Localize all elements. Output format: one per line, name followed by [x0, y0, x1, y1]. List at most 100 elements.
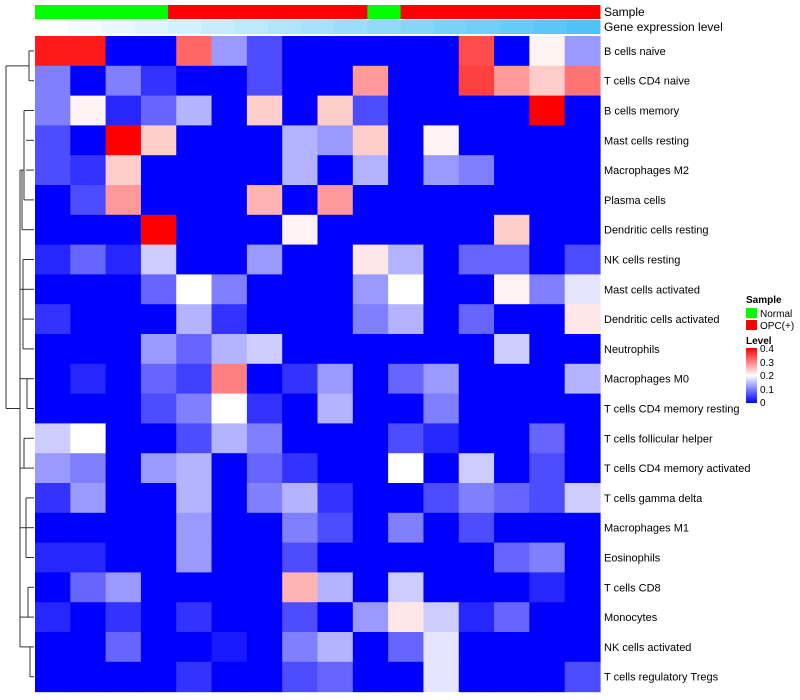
heatmap-cell	[105, 453, 142, 484]
heatmap-cell	[564, 542, 601, 573]
heatmap-cell	[246, 661, 283, 693]
heatmap-cell	[388, 393, 425, 424]
heatmap-cell	[529, 304, 566, 335]
heatmap-cell	[352, 274, 389, 305]
level-annotation-cell	[533, 20, 568, 34]
heatmap-cell	[35, 185, 71, 216]
heatmap-cell	[282, 572, 319, 603]
heatmap-cell	[105, 95, 142, 126]
heatmap-cell	[282, 542, 319, 573]
row-label: T cells CD4 memory resting	[604, 404, 740, 416]
heatmap-cell	[458, 632, 495, 663]
heatmap-cell	[458, 334, 495, 365]
heatmap-cell	[282, 65, 319, 97]
heatmap-cell	[246, 453, 283, 484]
heatmap-cell	[423, 423, 460, 454]
heatmap-cell	[494, 334, 530, 365]
heatmap-cell	[352, 214, 389, 246]
heatmap-cell	[35, 244, 71, 275]
heatmap-cell	[282, 483, 319, 514]
heatmap-cell	[246, 214, 283, 246]
heatmap-cell	[105, 632, 142, 663]
heatmap-cell	[423, 244, 460, 275]
level-annotation-bar	[35, 20, 601, 34]
legend-label-normal: Normal	[760, 309, 792, 320]
legend-sample-title: Sample	[746, 295, 782, 306]
heatmap-cell	[564, 244, 601, 275]
heatmap-cell	[140, 125, 177, 156]
heatmap-cell	[564, 423, 601, 454]
heatmap-cell	[105, 661, 142, 693]
sample-annotation-cell	[367, 5, 402, 19]
heatmap-cell	[352, 155, 389, 186]
heatmap-cell	[494, 155, 530, 186]
heatmap-cell	[458, 453, 495, 484]
heatmap-cell	[176, 453, 213, 484]
heatmap-cell	[105, 274, 142, 305]
legend-swatch-normal	[746, 308, 757, 318]
heatmap-cell	[494, 185, 530, 216]
heatmap-cell	[388, 661, 425, 693]
heatmap-cell	[35, 661, 71, 693]
heatmap-cell	[35, 572, 71, 603]
heatmap-cell	[564, 363, 601, 395]
heatmap-cell	[176, 125, 213, 156]
heatmap-cell	[246, 155, 283, 186]
heatmap-cell	[494, 632, 530, 663]
heatmap-cell	[35, 304, 71, 335]
heatmap-cell	[388, 483, 425, 514]
heatmap-cell	[140, 453, 177, 484]
heatmap-cell	[317, 632, 354, 663]
level-annotation-cell	[467, 20, 501, 34]
heatmap-cell	[246, 423, 283, 454]
heatmap-cell	[494, 363, 530, 395]
heatmap-cell	[317, 572, 354, 603]
heatmap-cell	[423, 363, 460, 395]
sample-annotation-cell	[101, 5, 136, 19]
heatmap-cell	[176, 512, 213, 544]
heatmap-cell	[388, 572, 425, 603]
heatmap-cell	[352, 65, 389, 97]
heatmap-cell	[246, 512, 283, 544]
heatmap-cell	[529, 661, 566, 693]
heatmap-cell	[388, 542, 425, 573]
heatmap-cell	[423, 542, 460, 573]
heatmap-cell	[352, 453, 389, 484]
heatmap-cell	[282, 393, 319, 424]
heatmap-cell	[140, 632, 177, 663]
heatmap-cell	[564, 334, 601, 365]
heatmap-cell	[317, 274, 354, 305]
heatmap-cell	[105, 244, 142, 275]
row-label: Dendritic cells activated	[604, 314, 720, 326]
heatmap-cell	[423, 512, 460, 544]
heatmap-cell	[317, 304, 354, 335]
heatmap-cell	[246, 95, 283, 126]
heatmap-cells	[35, 36, 601, 693]
heatmap-cell	[564, 304, 601, 335]
heatmap-cell	[564, 36, 601, 67]
heatmap-cell	[35, 274, 71, 305]
heatmap-cell	[317, 512, 354, 544]
heatmap-cell	[105, 125, 142, 156]
heatmap-cell	[458, 423, 495, 454]
heatmap-cell	[140, 572, 177, 603]
heatmap-cell	[140, 602, 177, 633]
level-annotation-cell	[68, 20, 102, 34]
legend-tick: 0.3	[760, 358, 774, 369]
heatmap-cell	[423, 274, 460, 305]
heatmap-cell	[494, 661, 530, 693]
heatmap-cell	[423, 483, 460, 514]
legend-tick: 0.1	[760, 385, 774, 396]
row-label: T cells CD4 memory activated	[604, 463, 751, 475]
heatmap-cell	[35, 483, 71, 514]
level-annotation-cell	[167, 20, 202, 34]
heatmap-cell	[35, 155, 71, 186]
heatmap-cell	[35, 334, 71, 365]
heatmap-cell	[352, 363, 389, 395]
heatmap-cell	[317, 334, 354, 365]
heatmap-cell	[458, 244, 495, 275]
heatmap-cell	[282, 602, 319, 633]
sample-annotation-cell	[134, 5, 169, 19]
heatmap-cell	[70, 542, 107, 573]
